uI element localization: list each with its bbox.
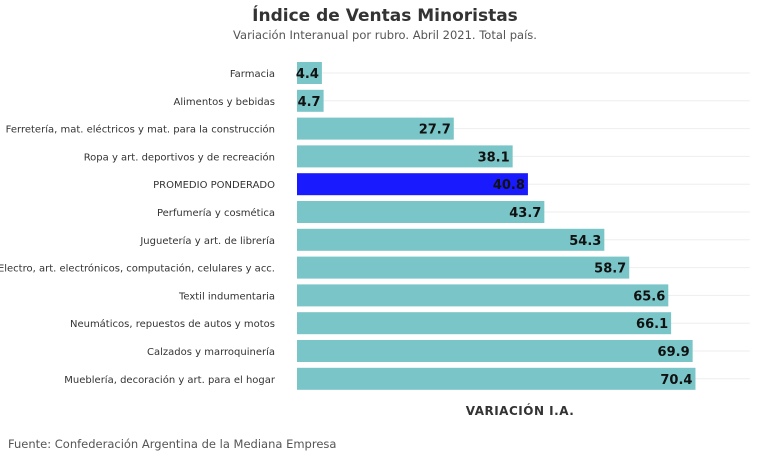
bar	[297, 145, 513, 168]
value-label: 58.7	[594, 262, 626, 277]
bar	[297, 117, 454, 140]
category-label: Neumáticos, repuestos de autos y motos	[70, 318, 275, 330]
bar	[297, 367, 696, 390]
category-label: Ferretería, mat. eléctricos y mat. para …	[6, 124, 275, 136]
value-label: 40.8	[493, 178, 525, 193]
bar	[297, 284, 669, 307]
category-label: Mueblería, decoración y art. para el hog…	[64, 374, 276, 386]
category-label: Textil indumentaria	[178, 291, 275, 302]
chart-subtitle: Variación Interanual por rubro. Abril 20…	[233, 28, 537, 42]
value-label: 43.7	[509, 206, 541, 221]
value-label: 4.4	[296, 67, 319, 82]
bar-highlight	[297, 173, 528, 196]
bar	[297, 201, 545, 223]
category-label: Calzados y marroquinería	[147, 346, 275, 358]
category-label: PROMEDIO PONDERADO	[153, 180, 275, 191]
value-label: 54.3	[569, 234, 601, 249]
value-label: 69.9	[658, 345, 690, 360]
value-label: 4.7	[298, 95, 321, 110]
bar	[297, 89, 324, 112]
source-note: Fuente: Confederación Argentina de la Me…	[8, 437, 337, 451]
bar	[297, 62, 322, 84]
chart-title: Índice de Ventas Minoristas	[252, 6, 518, 26]
value-label: 65.6	[633, 289, 665, 304]
value-label: 66.1	[636, 317, 668, 332]
category-label: Juguetería y art. de librería	[139, 235, 275, 247]
value-label: 38.1	[478, 150, 510, 165]
category-label: Ropa y art. deportivos y de recreación	[84, 151, 275, 163]
category-label: Electro, art. electrónicos, computación,…	[0, 263, 275, 275]
value-label: 27.7	[419, 123, 451, 138]
category-label: Alimentos y bebidas	[174, 97, 275, 108]
bar	[297, 312, 672, 335]
value-label: 70.4	[660, 373, 692, 388]
bar	[297, 256, 630, 279]
bar	[297, 228, 605, 251]
category-label: Farmacia	[230, 69, 275, 80]
bar-chart: Farmacia 4.4 Alimentos y bebidas 4.7 Ferrete…	[0, 62, 750, 390]
bar	[297, 340, 693, 362]
category-label: Perfumería y cosmética	[157, 207, 275, 219]
x-axis-label: VARIACIÓN I.A.	[465, 404, 575, 418]
